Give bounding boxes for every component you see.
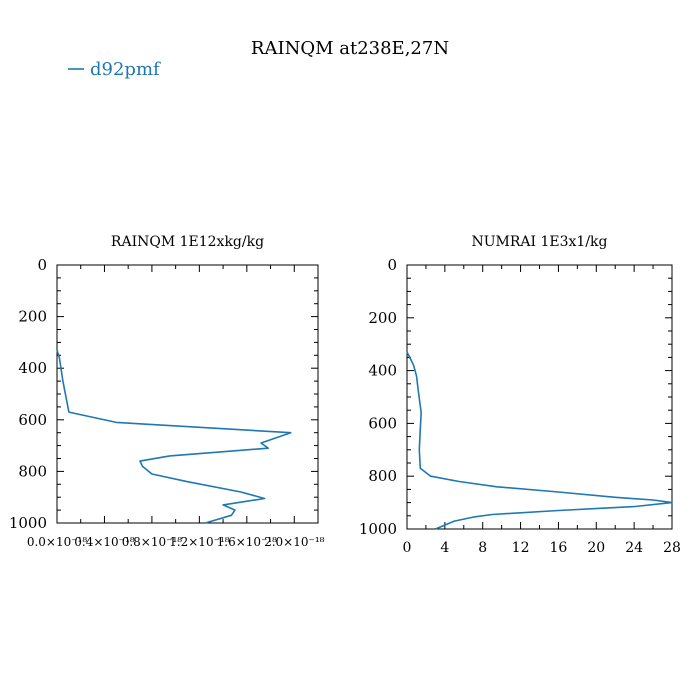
x-tick-label: 16 bbox=[550, 540, 568, 556]
legend-label: d92pmf bbox=[90, 59, 161, 80]
x-tick-label: 0 bbox=[403, 540, 412, 556]
plot-frame bbox=[406, 264, 673, 530]
x-tick-label: 20 bbox=[587, 540, 605, 556]
x-tick-label: 8 bbox=[478, 540, 487, 556]
figure-title: RAINQM at238E,27N bbox=[251, 38, 449, 59]
y-tick-label: 800 bbox=[368, 467, 397, 485]
x-tick-label: 12 bbox=[512, 540, 530, 556]
y-tick-label: 0 bbox=[37, 256, 47, 274]
x-tick-label: 28 bbox=[663, 540, 681, 556]
panel-title: NUMRAI 1E3x1/kg bbox=[471, 234, 607, 250]
y-tick-label: 200 bbox=[368, 309, 397, 327]
y-tick-label: 600 bbox=[368, 414, 397, 432]
panel-title: RAINQM 1E12xkg/kg bbox=[111, 234, 264, 250]
x-tick-label: 1.6×10⁻¹⁸ bbox=[217, 535, 278, 549]
x-tick-label: 1.2×10⁻¹⁸ bbox=[169, 535, 230, 549]
y-tick-label: 1000 bbox=[359, 520, 397, 538]
y-tick-label: 1000 bbox=[9, 514, 47, 532]
x-tick-label: 24 bbox=[625, 540, 643, 556]
legend: d92pmf bbox=[68, 59, 161, 80]
y-tick-label: 400 bbox=[18, 359, 47, 377]
y-tick-label: 0 bbox=[387, 256, 397, 274]
x-tick-label: 4 bbox=[440, 540, 449, 556]
y-tick-label: 400 bbox=[368, 362, 397, 380]
y-tick-label: 800 bbox=[18, 462, 47, 480]
plot-frame bbox=[56, 264, 319, 524]
x-tick-label: 0.0×10⁻¹⁸ bbox=[27, 535, 88, 549]
x-tick-label: 0.8×10⁻¹⁸ bbox=[122, 535, 183, 549]
series-line-d92pmf bbox=[406, 351, 673, 530]
y-tick-label: 600 bbox=[18, 411, 47, 429]
numrai-panel: NUMRAI 1E3x1/kg 0 200 400 600 800 1000 0 4 8 12 16 2… bbox=[359, 234, 681, 556]
y-tick-label: 200 bbox=[18, 308, 47, 326]
series-line-d92pmf bbox=[56, 349, 292, 524]
x-tick-label: 2.0×10⁻¹⁸ bbox=[264, 535, 325, 549]
x-tick-label: 0.4×10⁻¹⁸ bbox=[74, 535, 135, 549]
rainqm-panel: RAINQM 1E12xkg/kg 0 200 400 600 800 1000 0.0×10… bbox=[9, 234, 325, 549]
